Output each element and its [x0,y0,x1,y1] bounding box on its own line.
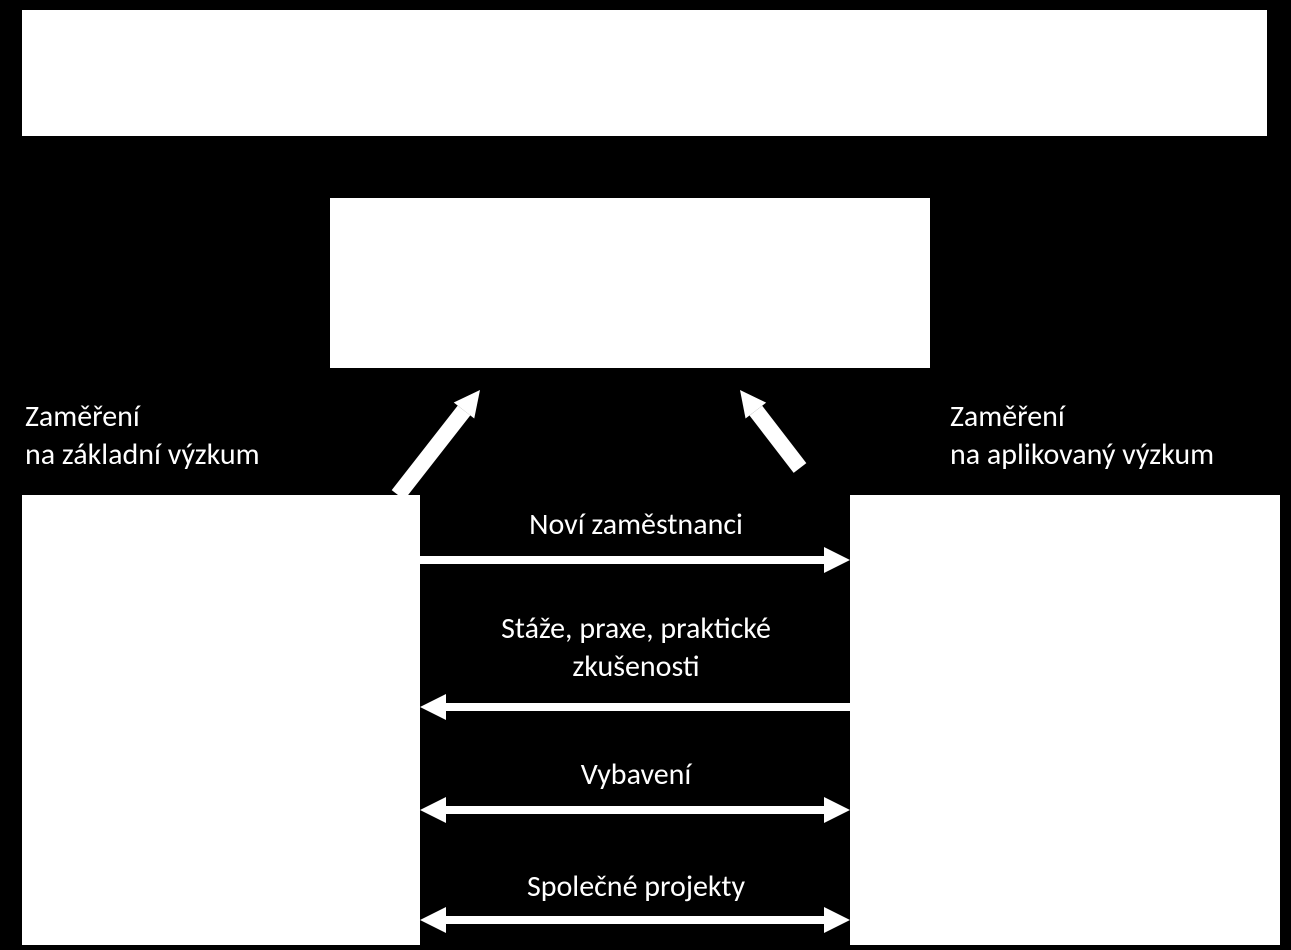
box-center [330,198,930,368]
box-left [22,495,420,945]
box-right [850,495,1280,945]
label-mid1: Noví zaměstnanci [529,506,743,544]
label-mid3: Vybavení [581,756,692,794]
diagram-stage: Zaměření na základní výzkum Zaměření na a… [0,0,1291,950]
box-top [22,10,1267,136]
label-mid2: Stáže, praxe, praktické zkušenosti [501,610,771,685]
label-mid4: Společné projekty [527,868,745,906]
label-right-focus: Zaměření na aplikovaný výzkum [950,398,1214,473]
label-left-focus: Zaměření na základní výzkum [25,398,260,473]
